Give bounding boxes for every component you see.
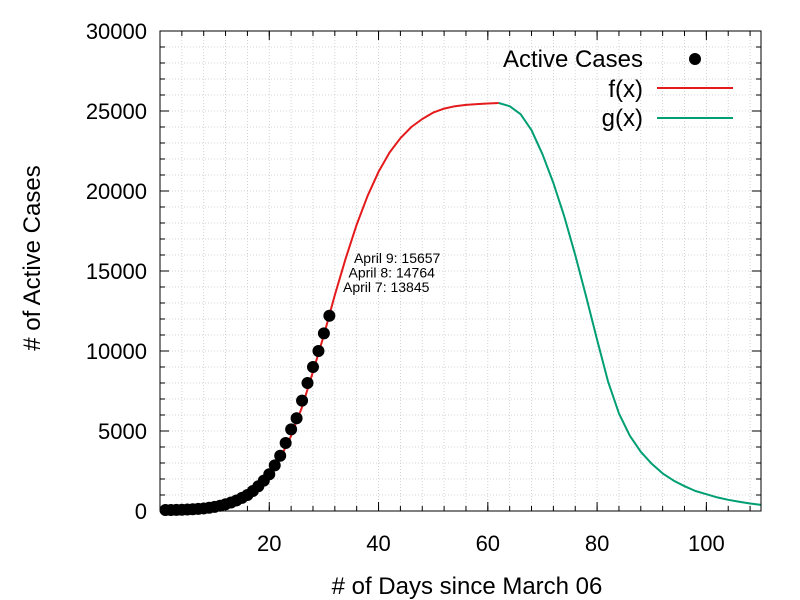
legend-marker-active-cases: [689, 53, 701, 65]
active-case-point: [285, 423, 298, 436]
y-axis-title: # of Active Cases: [19, 165, 46, 350]
annotation-label: April 7: 13845: [343, 279, 430, 295]
active-case-point: [296, 394, 309, 407]
x-axis-title: # of Days since March 06: [332, 573, 603, 600]
legend-label-f: f(x): [608, 76, 643, 103]
active-case-point: [290, 412, 303, 425]
y-tick-label: 25000: [86, 99, 147, 124]
plot-frame: [159, 30, 762, 512]
x-tick-label: 20: [257, 531, 281, 556]
x-tick-label: 60: [476, 531, 500, 556]
active-case-point: [263, 468, 276, 481]
active-case-point: [312, 345, 325, 357]
annotation-label: April 8: 14764: [349, 264, 436, 280]
grid: [160, 31, 761, 511]
y-tick-label: 15000: [86, 259, 147, 284]
active-case-point: [323, 309, 336, 322]
active-case-point: [306, 361, 319, 373]
y-tick-label: 20000: [86, 179, 147, 204]
f-curve: [165, 102, 499, 511]
legend-label-active-cases: Active Cases: [503, 46, 643, 73]
legend-label-g: g(x): [602, 105, 643, 132]
ticks: 20 40 60 80 100 0 5000 10000 15000 20000 25000 3000…: [86, 19, 761, 556]
x-tick-label: 100: [688, 531, 725, 556]
y-tick-label: 10000: [86, 339, 147, 364]
active-case-point: [301, 377, 314, 389]
active-case-point: [317, 327, 330, 340]
active-case-point: [274, 449, 287, 462]
annotation-label: April 9: 15657: [354, 250, 441, 266]
curves: [165, 102, 762, 511]
active-case-point: [279, 437, 292, 449]
g-curve: [498, 102, 762, 506]
legend: Active Cases f(x) g(x): [503, 46, 733, 132]
data-points: [159, 309, 336, 517]
x-tick-label: 40: [366, 531, 390, 556]
x-tick-label: 80: [585, 531, 609, 556]
y-tick-label: 5000: [98, 419, 147, 444]
y-tick-label: 0: [135, 499, 147, 524]
active-case-point: [268, 459, 281, 472]
y-tick-label: 30000: [86, 19, 147, 44]
